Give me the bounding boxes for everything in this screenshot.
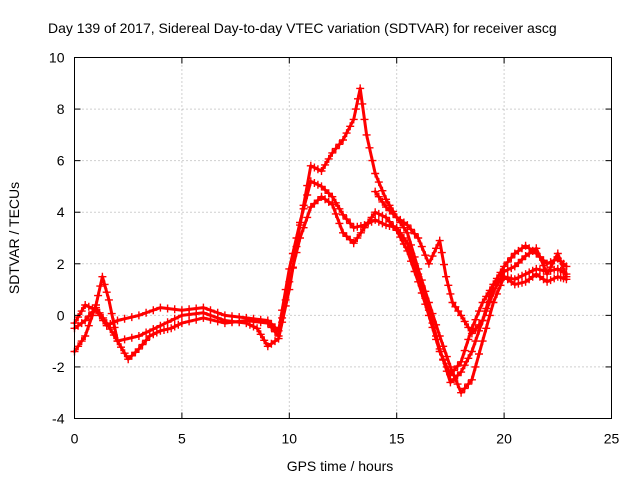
series-markers-track-1 xyxy=(70,84,571,397)
series-markers-track-4 xyxy=(371,187,571,338)
y-tick-label: 4 xyxy=(57,204,65,220)
x-tick-label: 15 xyxy=(389,431,405,447)
y-tick-label: 6 xyxy=(57,153,65,169)
x-tick-label: 25 xyxy=(604,431,620,447)
y-tick-label: 0 xyxy=(57,307,65,323)
y-tick-label: -4 xyxy=(52,411,65,427)
grid xyxy=(74,57,612,419)
x-tick-label: 20 xyxy=(496,431,512,447)
series-line-track-4 xyxy=(373,190,568,335)
chart-title: Day 139 of 2017, Sidereal Day-to-day VTE… xyxy=(48,20,557,36)
x-tick-label: 5 xyxy=(178,431,186,447)
series-line-track-3 xyxy=(73,195,568,377)
y-tick-label: -2 xyxy=(52,359,65,375)
series-line-track-2 xyxy=(73,179,568,384)
series-lines xyxy=(73,86,568,395)
y-tick-label: 10 xyxy=(49,50,65,66)
x-axis: 0 5 10 15 20 25 xyxy=(71,57,620,447)
x-tick-label: 10 xyxy=(282,431,298,447)
y-axis-label: SDTVAR / TECUs xyxy=(6,182,22,294)
series-line-track-1 xyxy=(73,86,568,395)
x-tick-label: 0 xyxy=(71,431,79,447)
x-axis-label: GPS time / hours xyxy=(287,458,394,474)
plot-frame xyxy=(74,57,612,419)
y-tick-label: 8 xyxy=(57,101,65,117)
y-tick-label: 2 xyxy=(57,256,65,272)
series-markers xyxy=(70,84,571,397)
y-axis: -4 -2 0 2 4 6 8 10 xyxy=(49,50,612,427)
